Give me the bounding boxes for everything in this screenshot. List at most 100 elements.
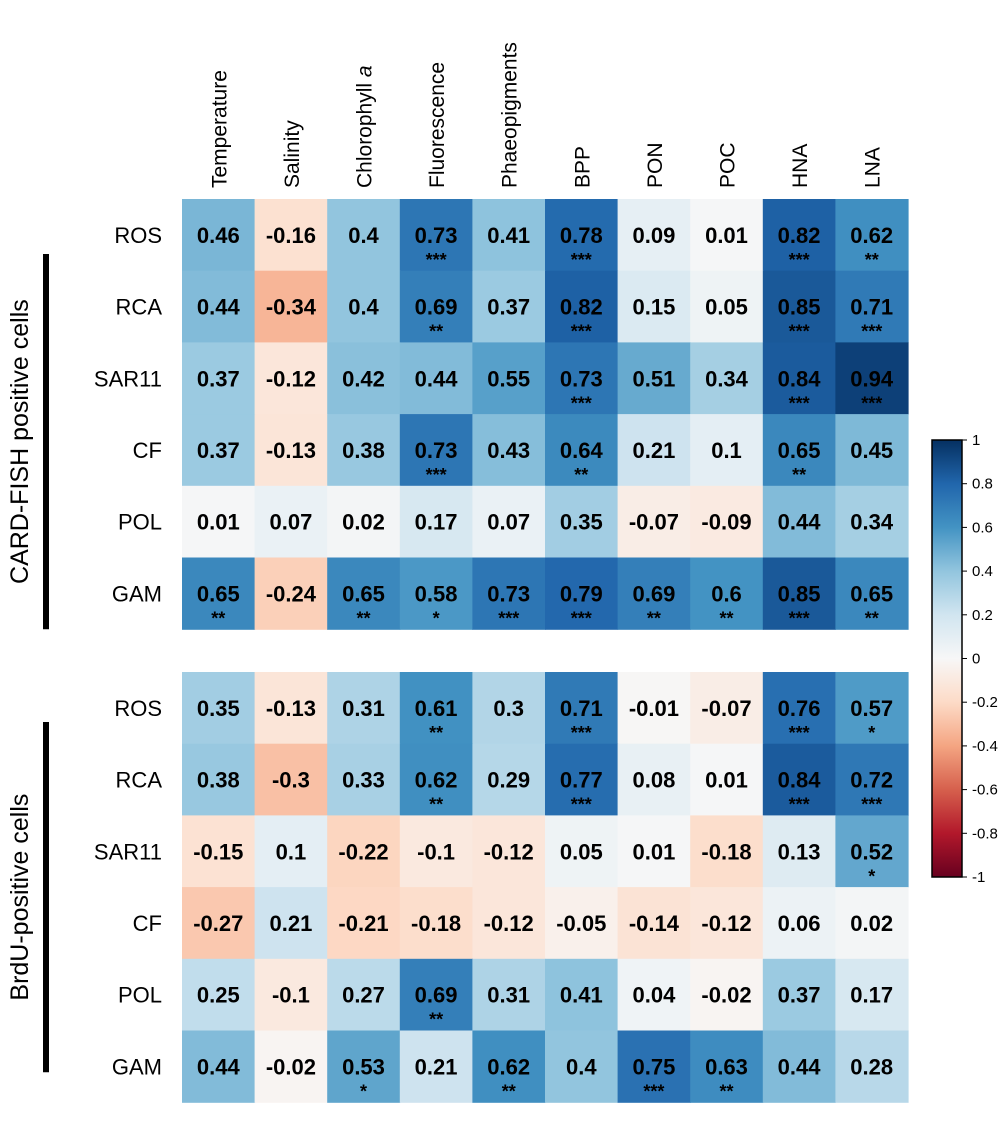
significance-marker: *** — [571, 393, 592, 413]
row-label-pol: POL — [118, 983, 162, 1008]
heatmap-cell — [182, 672, 256, 745]
row-label-pol: POL — [118, 510, 162, 535]
heatmap-cell — [762, 485, 836, 559]
cell-value: 0.71 — [560, 696, 603, 721]
heatmap-cell — [399, 414, 473, 487]
heatmap-cell — [182, 485, 256, 559]
heatmap-cell — [835, 270, 909, 343]
significance-marker: ** — [647, 608, 661, 628]
heatmap-cell — [762, 743, 836, 816]
cell-value: 0.65 — [197, 581, 240, 606]
cell-value: 0.85 — [778, 295, 821, 320]
cell-value: 0.31 — [342, 696, 385, 721]
cell-value: 0.3 — [493, 696, 524, 721]
row-label-rca: RCA — [116, 768, 163, 793]
cell-value: 0.28 — [850, 1054, 893, 1079]
heatmap-cell — [545, 485, 619, 559]
row-label-rca: RCA — [116, 295, 163, 320]
heatmap-cell — [472, 1030, 546, 1103]
heatmap-cell — [327, 199, 401, 272]
cell-value: 0.44 — [197, 295, 241, 320]
heatmap-cell — [545, 958, 619, 1032]
cell-value: -0.02 — [266, 1054, 316, 1079]
heatmap-cell — [617, 199, 691, 272]
significance-marker: * — [360, 1081, 367, 1101]
significance-marker: ** — [719, 1081, 733, 1101]
heatmap-cell — [690, 887, 764, 960]
heatmap-cell — [835, 342, 909, 415]
group-label: BrdU-positive cells — [6, 794, 34, 1001]
heatmap-cell — [327, 485, 401, 559]
significance-marker: * — [433, 608, 440, 628]
cell-value: 0.38 — [197, 768, 240, 793]
cell-value: 0.4 — [348, 223, 379, 248]
significance-marker: *** — [571, 322, 592, 342]
cell-value: 0.53 — [342, 1054, 385, 1079]
heatmap-cell — [182, 342, 256, 415]
significance-marker: ** — [792, 465, 806, 485]
column-label-fluorescence: Fluorescence — [426, 62, 449, 188]
cell-value: 0.06 — [778, 911, 821, 936]
significance-marker: *** — [789, 723, 810, 743]
heatmap-cell — [254, 958, 328, 1032]
heatmap-cell — [399, 270, 473, 343]
cell-value: 0.69 — [415, 295, 458, 320]
heatmap-cell — [617, 270, 691, 343]
cell-value: -0.18 — [701, 839, 751, 864]
cell-value: -0.12 — [701, 911, 751, 936]
cell-value: 0.69 — [632, 581, 675, 606]
column-label-poc: POC — [717, 142, 740, 188]
row-label-ros: ROS — [114, 223, 162, 248]
heatmap-cell — [182, 815, 256, 888]
heatmap-cell — [617, 1030, 691, 1103]
significance-marker: * — [868, 866, 875, 886]
colorbar-tick-label: 0.6 — [972, 519, 993, 536]
heatmap-cell — [399, 342, 473, 415]
cell-value: 0.01 — [197, 510, 240, 535]
column-label-salinity: Salinity — [281, 120, 304, 188]
cell-value: 0.43 — [487, 438, 530, 463]
heatmap-cell — [690, 815, 764, 888]
heatmap-cell — [399, 672, 473, 745]
heatmap-cell — [545, 672, 619, 745]
column-label-chlorophyll-a: Chlorophyll a — [354, 65, 377, 188]
cell-value: -0.34 — [266, 295, 317, 320]
row-label-cf: CF — [133, 438, 162, 463]
group-label: CARD-FISH positive cells — [6, 299, 34, 584]
heatmap-cell — [254, 815, 328, 888]
cell-value: 0.08 — [632, 768, 675, 793]
heatmap-cell — [327, 887, 401, 960]
heatmap-cell — [762, 815, 836, 888]
heatmap-cell — [327, 270, 401, 343]
cell-value: 0.37 — [487, 295, 530, 320]
heatmap-cell — [399, 887, 473, 960]
heatmap-cell — [690, 672, 764, 745]
cell-value: 0.52 — [850, 839, 893, 864]
cell-value: 0.25 — [197, 983, 240, 1008]
heatmap-cell — [835, 557, 909, 630]
cell-value: 0.21 — [269, 911, 312, 936]
heatmap-cell — [690, 1030, 764, 1103]
heatmap-cell — [617, 887, 691, 960]
heatmap-cell — [399, 1030, 473, 1103]
cell-value: 0.02 — [850, 911, 893, 936]
colorbar-tick-label: 1 — [972, 432, 980, 449]
heatmap-cell — [472, 485, 546, 559]
heatmap-cell — [327, 743, 401, 816]
heatmap-cell — [545, 270, 619, 343]
heatmap-cell — [327, 557, 401, 630]
cell-value: 0.05 — [705, 295, 748, 320]
panel-2: ROS 0.35 -0.13 0.31 0.61**0.3 0.71***-0.01 -0.… — [6, 672, 909, 1103]
heatmap-cell — [472, 958, 546, 1032]
cell-value: 0.76 — [778, 696, 821, 721]
significance-marker: ** — [865, 608, 879, 628]
cell-value: 0.1 — [276, 839, 307, 864]
heatmap-cell — [254, 672, 328, 745]
cell-value: -0.1 — [417, 839, 455, 864]
significance-marker: *** — [861, 322, 882, 342]
heatmap-cell — [617, 557, 691, 630]
column-label-bpp: BPP — [571, 146, 594, 188]
cell-value: 0.41 — [487, 223, 530, 248]
heatmap-cell — [399, 815, 473, 888]
